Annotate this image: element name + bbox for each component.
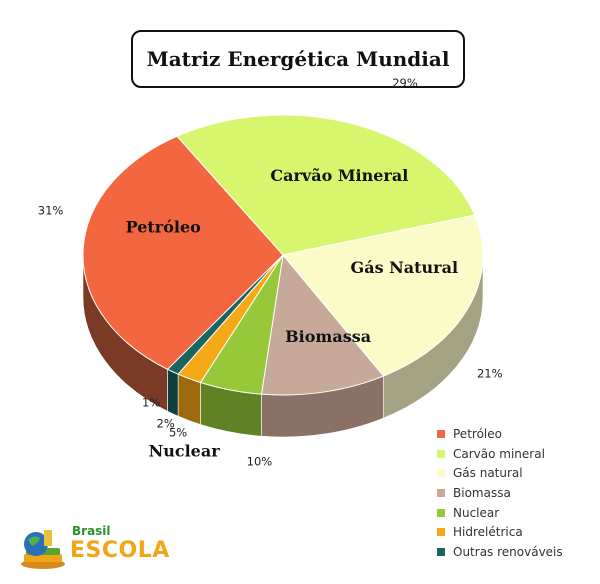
legend-item-carvao-mineral: Carvão mineral (437, 444, 563, 464)
pie-slice-petroleo[interactable] (82, 135, 284, 370)
legend-item-petroleo: Petróleo (437, 424, 563, 444)
legend-swatch (437, 429, 445, 438)
legend-swatch (437, 528, 445, 537)
percent-label-gas-natural: 21% (477, 367, 503, 381)
category-label-petroleo: Petróleo (126, 218, 202, 237)
globe-books-icon (21, 530, 65, 569)
category-label-gas-natural: Gás Natural (351, 258, 459, 277)
legend-label: Nuclear (453, 505, 500, 520)
legend-swatch (437, 469, 445, 478)
percent-label-biomassa: 10% (247, 454, 273, 468)
legend-swatch (437, 547, 445, 556)
percent-label-carvao-mineral: 29% (392, 76, 418, 90)
percent-label-petroleo: 31% (38, 203, 64, 217)
pie-slices (82, 114, 484, 396)
legend-swatch (437, 488, 445, 497)
legend-label: Carvão mineral (453, 446, 545, 461)
legend-label: Biomassa (453, 485, 511, 500)
legend-swatch (437, 449, 445, 458)
legend-item-hidreletrica: Hidrelétrica (437, 522, 563, 542)
legend: Petróleo Carvão mineral Gás natural Biomass… (437, 424, 563, 562)
legend-item-gas-natural: Gás natural (437, 463, 563, 483)
legend-label: Petróleo (453, 426, 502, 441)
legend-label: Outras renováveis (453, 544, 563, 559)
legend-label: Gás natural (453, 466, 523, 481)
percent-label-outras-renovaveis: 1% (142, 396, 160, 410)
category-label-biomassa: Biomassa (285, 327, 371, 346)
legend-item-outras-renovaveis: Outras renováveis (437, 542, 563, 562)
logo-top-text: Brasil (72, 524, 111, 538)
legend-item-nuclear: Nuclear (437, 503, 563, 523)
chart-title: Matriz Energética Mundial (131, 30, 465, 88)
percent-label-hidreletrica: 2% (157, 417, 175, 431)
legend-label: Hidrelétrica (453, 525, 523, 540)
category-label-nuclear: Nuclear (149, 441, 221, 460)
brasil-escola-logo: Brasil ESCOLA (18, 524, 170, 572)
logo-bottom-text: ESCOLA (70, 538, 170, 563)
percent-label-nuclear: 5% (169, 426, 187, 440)
pie-side-outras-renovaveis (167, 368, 179, 417)
category-label-carvao-mineral: Carvão Mineral (270, 166, 408, 185)
pie-labels: 31% 29% 21% 10% 5%2% 1% Petróleo Carvão Mineral… (38, 76, 503, 468)
legend-swatch (437, 508, 445, 517)
legend-item-biomassa: Biomassa (437, 483, 563, 503)
pie-slice-carvao-mineral[interactable] (176, 114, 476, 256)
pie-slice-biomassa[interactable] (260, 253, 385, 396)
pie-slice-gas-natural[interactable] (282, 214, 484, 377)
